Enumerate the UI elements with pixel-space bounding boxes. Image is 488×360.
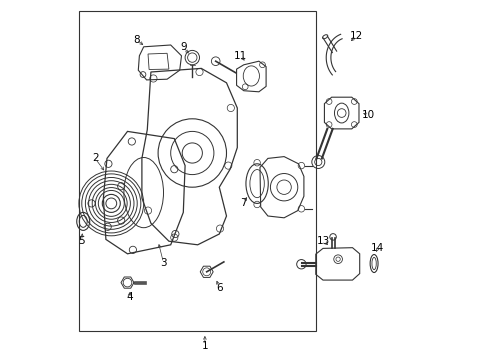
- Text: 4: 4: [126, 292, 132, 302]
- Text: 6: 6: [216, 283, 222, 293]
- Text: 12: 12: [349, 31, 362, 41]
- Text: 8: 8: [133, 35, 140, 45]
- Text: 3: 3: [160, 258, 166, 268]
- Bar: [79, 11, 316, 331]
- Text: 11: 11: [234, 51, 247, 61]
- Text: 7: 7: [240, 198, 246, 208]
- Text: 10: 10: [362, 110, 374, 120]
- Text: 9: 9: [180, 42, 186, 52]
- Text: 5: 5: [78, 236, 85, 246]
- Text: 14: 14: [370, 243, 384, 253]
- Text: 2: 2: [92, 153, 98, 163]
- Text: 1: 1: [201, 341, 208, 351]
- Text: 13: 13: [316, 236, 330, 246]
